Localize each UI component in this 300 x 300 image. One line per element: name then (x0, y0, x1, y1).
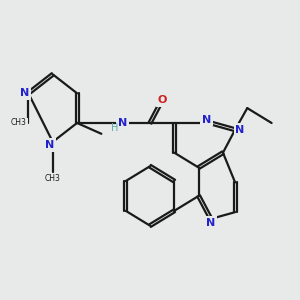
Text: N: N (20, 88, 29, 98)
Text: N: N (118, 118, 127, 128)
Text: O: O (158, 95, 167, 105)
Text: CH3: CH3 (45, 174, 61, 183)
Text: N: N (45, 140, 54, 150)
Text: N: N (206, 218, 215, 228)
Text: N: N (202, 115, 212, 125)
Text: N: N (236, 125, 244, 135)
Text: H: H (111, 123, 118, 133)
Text: CH3: CH3 (11, 118, 27, 127)
